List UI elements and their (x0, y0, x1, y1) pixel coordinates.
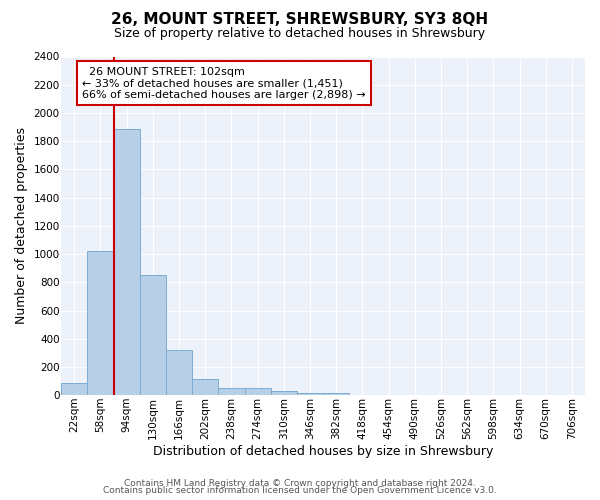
X-axis label: Distribution of detached houses by size in Shrewsbury: Distribution of detached houses by size … (153, 444, 493, 458)
Bar (323, 392, 349, 396)
Bar (245, 388, 271, 396)
Bar (113, 128, 140, 396)
Bar (140, 274, 166, 396)
Bar (297, 392, 323, 396)
Text: Contains public sector information licensed under the Open Government Licence v3: Contains public sector information licen… (103, 486, 497, 495)
Text: Size of property relative to detached houses in Shrewsbury: Size of property relative to detached ho… (115, 28, 485, 40)
Text: 26, MOUNT STREET, SHREWSBURY, SY3 8QH: 26, MOUNT STREET, SHREWSBURY, SY3 8QH (112, 12, 488, 28)
Bar (88, 252, 113, 396)
Text: Contains HM Land Registry data © Crown copyright and database right 2024.: Contains HM Land Registry data © Crown c… (124, 478, 476, 488)
Text: 26 MOUNT STREET: 102sqm  
← 33% of detached houses are smaller (1,451)
66% of se: 26 MOUNT STREET: 102sqm ← 33% of detache… (82, 66, 366, 100)
Bar (192, 379, 218, 396)
Bar (166, 350, 192, 396)
Y-axis label: Number of detached properties: Number of detached properties (15, 128, 28, 324)
Bar (61, 382, 88, 396)
Bar (271, 391, 297, 396)
Bar (218, 388, 245, 396)
